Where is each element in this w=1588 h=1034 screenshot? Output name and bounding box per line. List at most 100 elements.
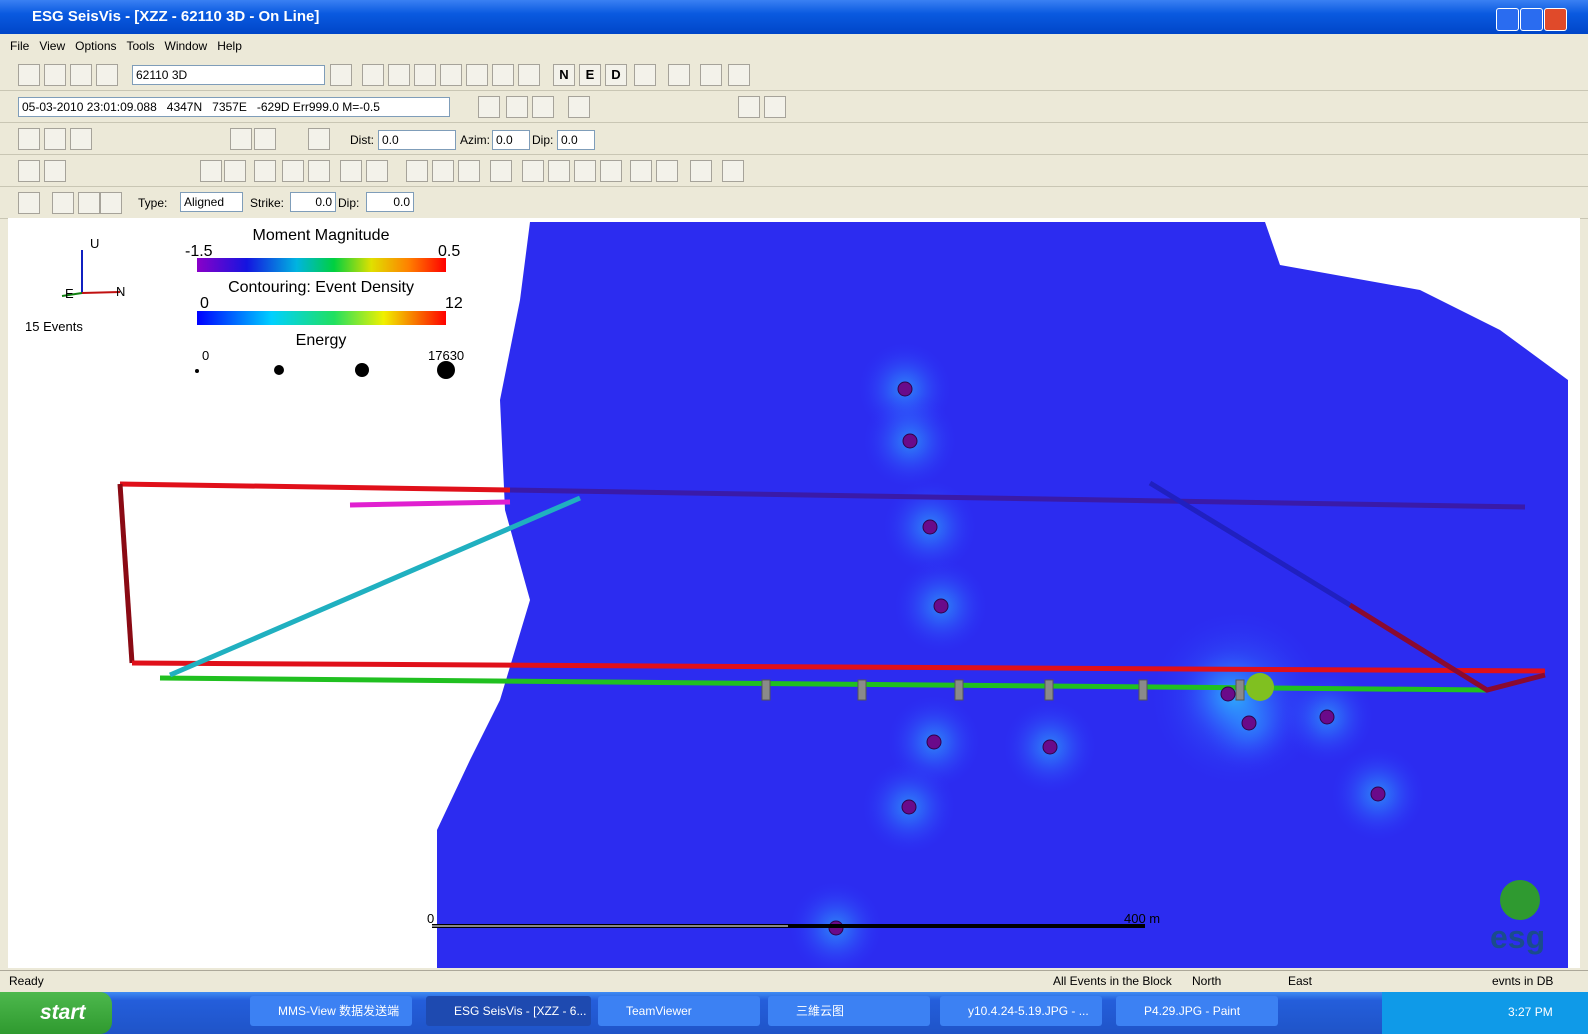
clock: 3:27 PM <box>1508 1005 1553 1019</box>
tool-button[interactable] <box>100 192 122 214</box>
event-large <box>1246 673 1274 701</box>
minimize[interactable] <box>1496 8 1519 31</box>
task-button[interactable]: MMS-View 数据发送端 <box>250 996 412 1026</box>
tool-button[interactable] <box>44 64 66 86</box>
tool-button[interactable] <box>738 96 760 118</box>
event[interactable] <box>902 433 918 449</box>
tool-button[interactable] <box>70 128 92 150</box>
task-button[interactable]: y10.4.24-5.19.JPG - ... <box>940 996 1102 1026</box>
event[interactable] <box>933 598 949 614</box>
dip-label: Dip: <box>338 196 360 210</box>
event[interactable] <box>926 734 942 750</box>
tool-button[interactable] <box>764 96 786 118</box>
tool-button[interactable] <box>78 192 100 214</box>
tool-button[interactable] <box>548 160 570 182</box>
view-button[interactable]: N <box>553 64 575 86</box>
tool-button[interactable] <box>518 64 540 86</box>
dip-field[interactable]: 0.0 <box>366 192 414 212</box>
tool-button[interactable] <box>466 64 488 86</box>
tool-button[interactable] <box>630 160 652 182</box>
tool-button[interactable] <box>634 64 656 86</box>
menu-item[interactable]: Window <box>164 39 208 53</box>
event[interactable] <box>1319 709 1335 725</box>
tool-button[interactable] <box>406 160 428 182</box>
menu-item[interactable]: File <box>10 39 30 53</box>
tool-button[interactable] <box>362 64 384 86</box>
tool-button[interactable] <box>532 96 554 118</box>
task-button[interactable]: 三維云图 <box>768 996 930 1026</box>
tool-button[interactable] <box>18 64 40 86</box>
tool-button[interactable] <box>340 160 362 182</box>
tool-button[interactable] <box>728 64 750 86</box>
tool-button[interactable] <box>52 192 74 214</box>
event[interactable] <box>1241 715 1257 731</box>
azim-field[interactable]: 0.0 <box>492 130 530 150</box>
tool-button[interactable] <box>656 160 678 182</box>
event[interactable] <box>897 381 913 397</box>
menu-item[interactable]: Help <box>217 39 242 53</box>
tool-button[interactable] <box>574 160 596 182</box>
menu-item[interactable]: View <box>39 39 66 53</box>
tool-button[interactable] <box>330 64 352 86</box>
tool-button[interactable] <box>700 64 722 86</box>
strike-field[interactable]: 0.0 <box>290 192 336 212</box>
tool-button[interactable] <box>490 160 512 182</box>
project-combo[interactable]: 62110 3D <box>132 65 325 85</box>
event[interactable] <box>901 799 917 815</box>
tool-button[interactable] <box>506 96 528 118</box>
tool-button[interactable] <box>458 160 480 182</box>
type-field[interactable]: Aligned <box>180 192 243 212</box>
tool-button[interactable] <box>44 128 66 150</box>
tool-button[interactable] <box>70 64 92 86</box>
task-button[interactable]: ESG SeisVis - [XZZ - 6... <box>426 996 591 1026</box>
tool-button[interactable] <box>478 96 500 118</box>
viewport-3d[interactable]: U E N 15 Events Moment Magnitude -1.5 0.… <box>8 218 1580 968</box>
tool-button[interactable] <box>254 160 276 182</box>
menu-item[interactable]: Options <box>75 39 117 53</box>
tool-button[interactable] <box>722 160 744 182</box>
event-combo[interactable]: 05-03-2010 23:01:09.088 4347N 7357E -629… <box>18 97 450 117</box>
tool-button[interactable] <box>224 160 246 182</box>
tool-button[interactable] <box>18 128 40 150</box>
view-button[interactable]: E <box>579 64 601 86</box>
tool-button[interactable] <box>96 64 118 86</box>
tool-button[interactable] <box>282 160 304 182</box>
task-button[interactable]: P4.29.JPG - Paint <box>1116 996 1278 1026</box>
close[interactable] <box>1544 8 1567 31</box>
tool-button[interactable] <box>568 96 590 118</box>
tool-button[interactable] <box>254 128 276 150</box>
status-field: evnts in DB <box>1492 974 1554 988</box>
tool-button[interactable] <box>308 128 330 150</box>
task-button[interactable]: TeamViewer <box>598 996 760 1026</box>
dist-field[interactable]: 0.0 <box>378 130 456 150</box>
scale-end: 400 m <box>1124 911 1160 926</box>
event[interactable] <box>1042 739 1058 755</box>
view-button[interactable]: D <box>605 64 627 86</box>
event[interactable] <box>1370 786 1386 802</box>
tool-button[interactable] <box>522 160 544 182</box>
toolbar-event: 05-03-2010 23:01:09.088 4347N 7357E -629… <box>0 92 1588 123</box>
tool-button[interactable] <box>414 64 436 86</box>
tool-button[interactable] <box>690 160 712 182</box>
maximize[interactable] <box>1520 8 1543 31</box>
tool-button[interactable] <box>230 128 252 150</box>
tool-button[interactable] <box>440 64 462 86</box>
tool-button[interactable] <box>18 160 40 182</box>
tool-button[interactable] <box>600 160 622 182</box>
tool-button[interactable] <box>388 64 410 86</box>
start-button[interactable]: start <box>0 992 112 1034</box>
tool-button[interactable] <box>44 160 66 182</box>
tool-button[interactable] <box>18 192 40 214</box>
sensor <box>954 679 964 701</box>
tool-button[interactable] <box>308 160 330 182</box>
tool-button[interactable] <box>492 64 514 86</box>
tool-button[interactable] <box>668 64 690 86</box>
menu-item[interactable]: Tools <box>126 39 155 53</box>
tool-button[interactable] <box>432 160 454 182</box>
event[interactable] <box>922 519 938 535</box>
event[interactable] <box>1220 686 1236 702</box>
tool-button[interactable] <box>200 160 222 182</box>
dip-field[interactable]: 0.0 <box>557 130 595 150</box>
status-field: Ready <box>9 974 44 988</box>
tool-button[interactable] <box>366 160 388 182</box>
